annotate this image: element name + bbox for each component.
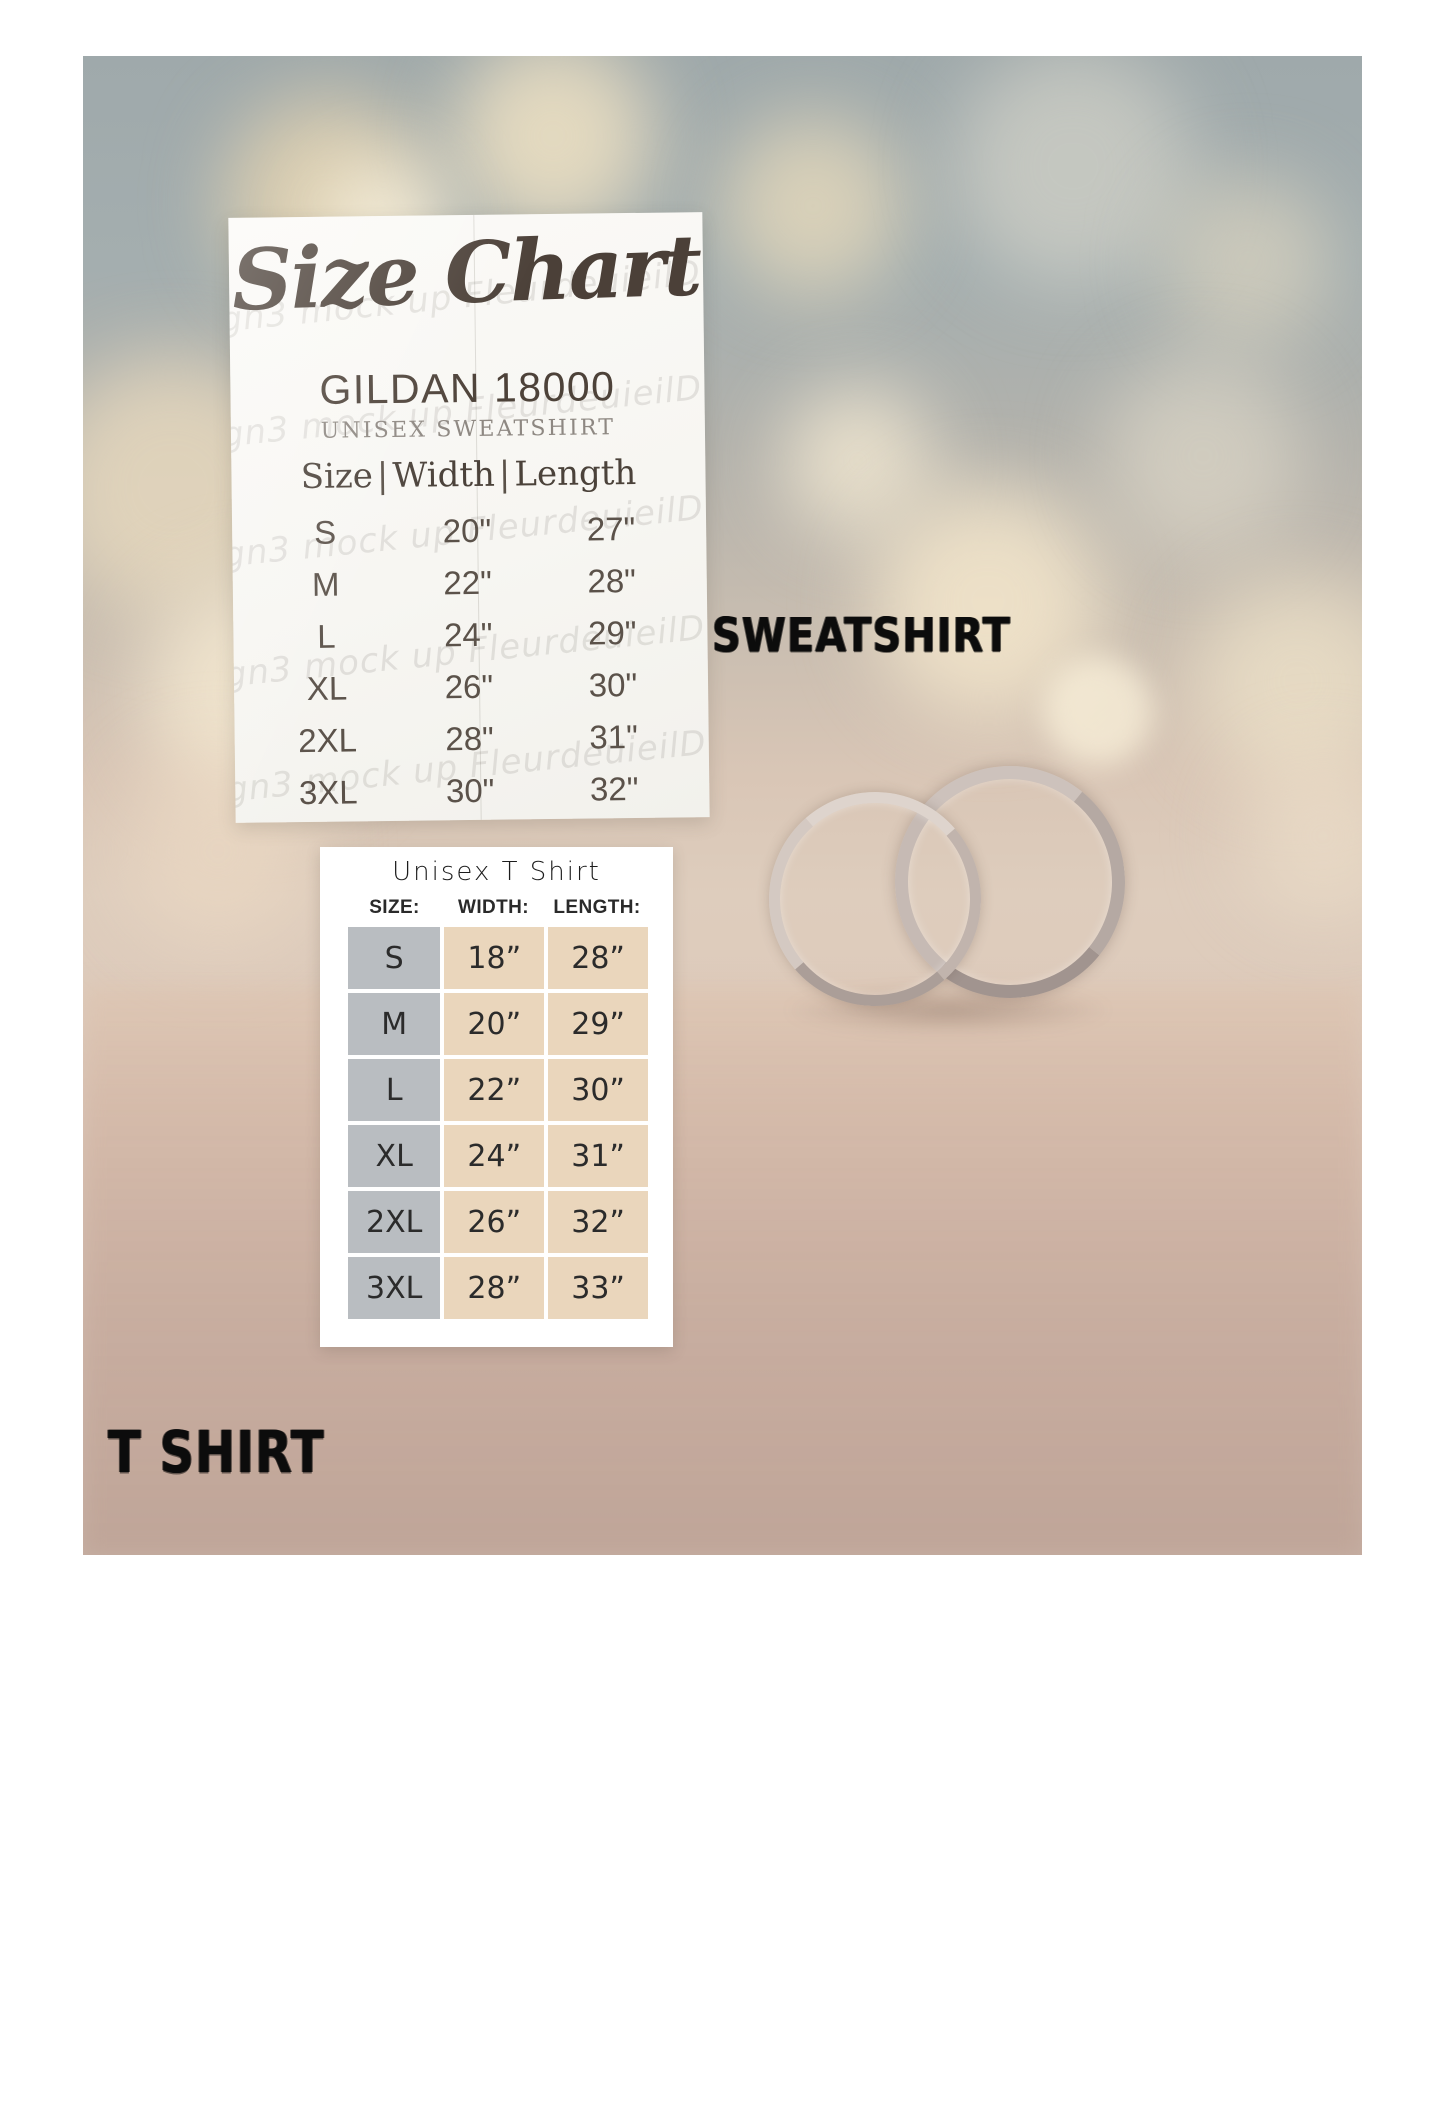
size-chart-title: Size Chart [230,215,702,330]
tshirt-table-body: S 18” 28” M 20” 29” L 22” 30” XL 24” 31”… [348,927,648,1323]
table-row: M 22" 28" [254,554,685,611]
cell-width: 28” [444,1257,545,1319]
table-row: XL 24” 31” [348,1125,648,1187]
cell-size: L [348,1059,441,1121]
cell-size: M [348,993,441,1055]
cell-width: 26" [444,667,494,706]
cell-length: 31” [548,1125,648,1187]
cell-width: 26” [444,1191,545,1253]
table-surface [83,985,1362,1555]
cell-length: 30” [548,1059,648,1121]
table-row: S 20" 27" [254,502,685,559]
cell-width: 20" [442,511,492,550]
table-row: 2XL 26” 32” [348,1191,648,1253]
cell-size: 2XL [348,1191,441,1253]
table-row: L 22” 30” [348,1059,648,1121]
tshirt-table-header-row: SIZE: WIDTH: LENGTH: [348,897,648,919]
cell-length: 29" [587,613,637,652]
cell-size: S [313,513,337,551]
cell-length: 28" [587,561,637,600]
sweatshirt-header-cells: Size | Width | Length [253,450,684,507]
tshirt-size-chart-card: Unisex T Shirt SIZE: WIDTH: LENGTH: S 18… [320,847,673,1347]
sweatshirt-size-table: Size | Width | Length S 20" 27" M 22" 28" L 24" 29… [253,450,687,819]
sweatshirt-brand-name: GILDAN 18000 [319,363,616,413]
cell-length: 32” [548,1191,648,1253]
cell-length: 32" [589,769,639,808]
tshirt-header-width: WIDTH: [458,897,529,918]
bokeh-blob [723,116,903,296]
header-separator: | [498,454,511,495]
table-row: 3XL 28” 33” [348,1257,648,1319]
sweatshirt-size-chart-card: gn3 mock up FleurdeuieilD gn3 mock up Fl… [228,212,710,823]
table-row: M 20” 29” [348,993,648,1055]
tshirt-chart-title: Unisex T Shirt [392,857,601,887]
bokeh-blob [953,56,1193,286]
cell-size: XL [348,1125,441,1187]
cell-width: 22" [443,563,493,602]
cell-length: 28” [548,927,648,989]
cell-width: 22” [444,1059,545,1121]
table-row: 3XL 30" 32" [257,762,688,819]
cell-size: M [311,565,340,603]
tshirt-header-size: SIZE: [369,897,420,918]
tshirt-header-length: LENGTH: [553,897,641,918]
sweatshirt-table-body: S 20" 27" M 22" 28" L 24" 29" XL 26" 30" 2XL 28" 3… [254,502,688,819]
bokeh-blob [783,386,933,536]
bokeh-blob [1163,176,1333,346]
cell-length: 33” [548,1257,648,1319]
cell-size: XL [306,669,348,707]
cell-width: 30" [445,771,495,810]
header-width: Width [392,454,496,496]
table-row: 2XL 28" 31" [256,710,687,767]
cell-width: 28" [445,719,494,758]
cell-length: 31" [589,717,639,756]
cell-width: 24” [444,1125,545,1187]
tshirt-callout-label: T SHIRT [108,1419,325,1487]
bokeh-blob [1103,356,1303,556]
cell-width: 20” [444,993,545,1055]
cell-width: 18” [444,927,545,989]
bokeh-blob [1193,576,1362,786]
sweatshirt-table-head: Size | Width | Length [253,450,684,507]
cell-length: 30" [588,665,638,704]
cell-width: 24" [443,615,493,654]
bokeh-blob [453,56,653,236]
header-separator: | [376,455,389,497]
sweatshirt-header-row: Size | Width | Length [253,450,684,507]
cell-length: 27" [586,509,636,548]
bokeh-blob [1243,756,1362,916]
table-row: S 18” 28” [348,927,648,989]
cell-size: S [348,927,441,989]
table-row: L 24" 29" [255,606,686,663]
sweatshirt-callout-label: SWEATSHIRT [712,608,1011,664]
header-length: Length [514,452,637,495]
cell-size: 3XL [348,1257,441,1319]
table-row: XL 26" 30" [256,658,687,715]
cell-size: L [316,617,336,655]
sweatshirt-subtitle: UNISEX SWEATSHIRT [320,415,616,444]
header-size: Size [300,456,374,498]
ring-shadow [783,986,1113,1034]
cell-length: 29” [548,993,648,1055]
cell-size: 2XL [298,721,358,760]
cell-size: 3XL [298,773,358,812]
bokeh-blob [1043,656,1153,766]
